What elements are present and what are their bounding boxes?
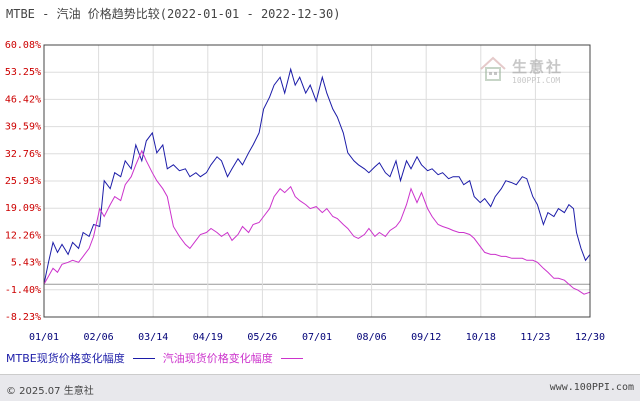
y-tick-label: 60.08% — [5, 40, 41, 51]
series-line-gasoline — [43, 149, 591, 295]
price-trend-chart: 60.08% 53.25% 46.42% 39.59% 32.76% 25.93% 19.0… — [5, 40, 605, 343]
y-tick-label: 39.59% — [5, 122, 41, 133]
x-tick-label: 08/06 — [357, 332, 387, 343]
legend-label-gasoline: 汽油现货价格变化幅度 — [162, 352, 273, 365]
y-tick-label: -8.23% — [5, 312, 41, 323]
y-tick-label: 19.09% — [5, 203, 41, 214]
y-tick-label: 25.93% — [5, 176, 41, 187]
y-tick-label: 32.76% — [5, 149, 41, 160]
x-tick-label: 05/26 — [247, 332, 277, 343]
x-tick-label: 11/23 — [520, 332, 550, 343]
x-tick-label: 10/18 — [466, 332, 496, 343]
watermark-sub: 100PPI.COM — [512, 76, 561, 85]
x-tick-label: 01/01 — [29, 332, 59, 343]
x-tick-label: 03/14 — [138, 332, 168, 343]
x-tick-label: 09/12 — [411, 332, 441, 343]
house-logo-icon — [480, 56, 506, 81]
legend-label-mtbe: MTBE现货价格变化幅度 — [6, 352, 125, 365]
legend: MTBE现货价格变化幅度 汽油现货价格变化幅度 — [6, 350, 311, 366]
series-lines — [43, 67, 591, 295]
grid-lines — [44, 45, 590, 317]
y-tick-label: 53.25% — [5, 67, 41, 78]
footer-site-link[interactable]: www.100PPI.com — [549, 382, 634, 393]
watermark-logo: 生意社 100PPI.COM — [478, 54, 561, 88]
watermark-text: 生意社 — [512, 58, 564, 76]
legend-swatch-mtbe — [132, 357, 155, 359]
footer-bar: © 2025.07 生意社 www.100PPI.com — [0, 374, 640, 401]
footer-copyright: © 2025.07 生意社 — [6, 386, 94, 397]
x-tick-label: 07/01 — [302, 332, 332, 343]
x-tick-label: 02/06 — [84, 332, 114, 343]
x-tick-label: 04/19 — [193, 332, 223, 343]
x-axis-ticks: 01/01 02/06 03/14 04/19 05/26 07/01 08/06 09/12… — [29, 332, 605, 343]
y-axis-ticks: 60.08% 53.25% 46.42% 39.59% 32.76% 25.93% 19.0… — [5, 40, 41, 323]
y-tick-label: 46.42% — [5, 94, 41, 105]
y-tick-label: -1.40% — [5, 285, 41, 296]
series-line-mtbe — [43, 67, 591, 285]
y-tick-label: 12.26% — [5, 230, 41, 241]
y-tick-label: 5.43% — [11, 258, 41, 269]
plot-frame — [43, 44, 591, 318]
legend-swatch-gasoline — [280, 357, 303, 359]
x-tick-label: 12/30 — [575, 332, 605, 343]
chart-title: MTBE - 汽油 价格趋势比较(2022-01-01 - 2022-12-30… — [6, 7, 341, 21]
